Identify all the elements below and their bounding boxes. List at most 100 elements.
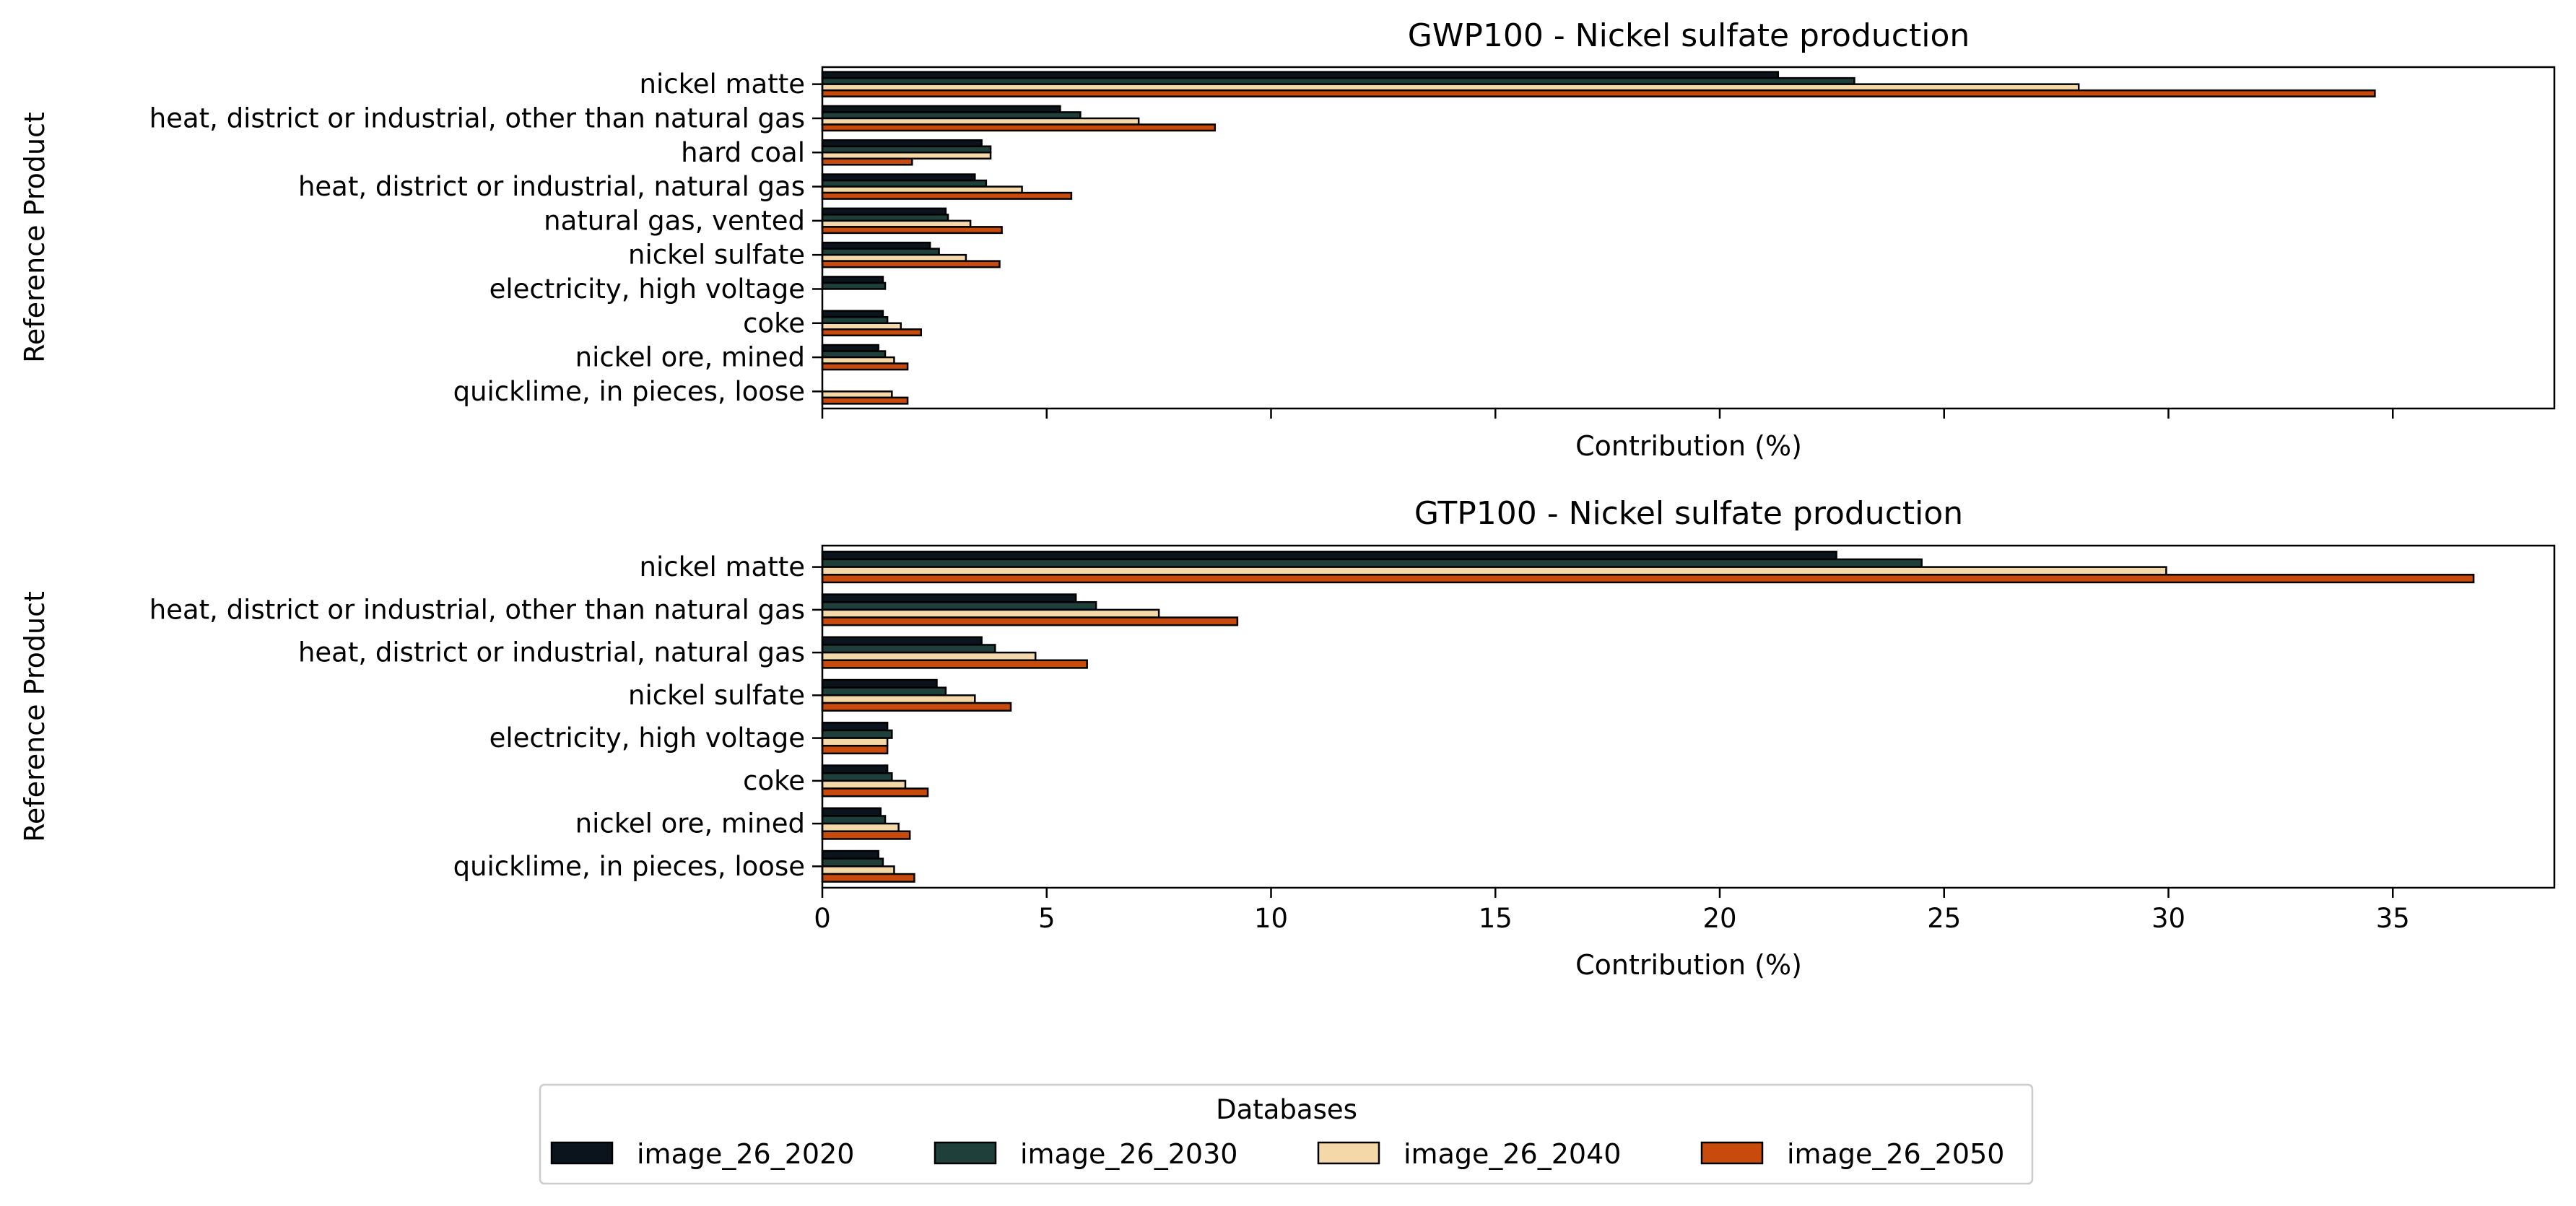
bar-image-26-2050 <box>821 226 1003 235</box>
bar-image-26-2030 <box>821 772 893 782</box>
bar-image-26-2020 <box>821 173 976 182</box>
bar-image-26-2050 <box>821 191 1073 200</box>
y-tick-label: heat, district or industrial, natural ga… <box>298 637 805 668</box>
bar-image-26-2020 <box>821 551 1837 561</box>
y-tick-label: quicklime, in pieces, loose <box>453 376 805 407</box>
gwp100-chart-panel: GWP100 - Nickel sulfate production nicke… <box>19 17 2556 462</box>
bar-image-26-2030 <box>821 558 1923 568</box>
bar-image-26-2030 <box>821 214 949 222</box>
x-axis-label: Contribution (%) <box>1575 949 1802 981</box>
legend-label: image_26_2020 <box>637 1138 854 1170</box>
bar-image-26-2030 <box>821 179 988 188</box>
bar-image-26-2050 <box>821 702 1012 712</box>
bar-image-26-2020 <box>821 849 879 860</box>
bar-image-26-2020 <box>821 71 1780 79</box>
y-tick-label: heat, district or industrial, other than… <box>149 102 805 134</box>
bar-image-26-2040 <box>821 219 972 228</box>
legend-label: image_26_2030 <box>1020 1138 1237 1170</box>
y-tick-label: nickel matte <box>640 69 805 100</box>
bar-image-26-2020 <box>821 344 879 352</box>
bar-image-26-2050 <box>821 362 909 371</box>
bar-image-26-2030 <box>821 644 996 654</box>
x-tick-label: 20 <box>1702 903 1736 934</box>
legend-entries: image_26_2020 image_26_2030 image_26_2040 i… <box>550 1138 2004 1170</box>
y-tick-label: nickel ore, mined <box>575 808 805 839</box>
bar-image-26-2030 <box>821 729 893 739</box>
y-tick-label: heat, district or industrial, other than… <box>149 594 805 625</box>
bar-image-26-2050 <box>821 328 922 337</box>
bar-image-26-2030 <box>821 145 992 154</box>
y-tick-labels: nickel matte heat, district or industrial… <box>149 551 822 882</box>
bar-image-26-2050 <box>821 830 911 840</box>
x-tick-label: 10 <box>1254 903 1288 934</box>
bar-image-26-2030 <box>821 248 940 256</box>
bar-image-26-2040 <box>821 608 1160 619</box>
legend-title: Databases <box>1216 1094 1357 1125</box>
bar-image-26-2020 <box>821 678 938 689</box>
bar-image-26-2050 <box>821 745 889 755</box>
bar-image-26-2040 <box>821 566 2167 576</box>
bar-image-26-2020 <box>821 722 889 732</box>
y-tick-label: nickel sulfate <box>628 680 805 711</box>
bar-image-26-2050 <box>821 396 909 405</box>
bar-group <box>821 551 2475 883</box>
bar-image-26-2030 <box>821 686 947 696</box>
y-tick-label: natural gas, vented <box>544 205 805 236</box>
x-tick-label: 0 <box>814 903 831 934</box>
gtp100-chart-panel: GTP100 - Nickel sulfate production nicke… <box>19 495 2556 981</box>
y-tick-label: coke <box>743 765 805 796</box>
y-tick-label: nickel matte <box>640 551 805 582</box>
y-tick-label: coke <box>743 307 805 338</box>
bar-image-26-2040 <box>821 322 902 331</box>
legend-frame <box>539 1083 2034 1185</box>
bar-image-26-2050 <box>821 157 913 166</box>
legend-label: image_26_2040 <box>1404 1138 1621 1170</box>
chart-title: GWP100 - Nickel sulfate production <box>1408 17 1970 54</box>
bar-image-26-2020 <box>821 139 983 147</box>
legend-swatch-image-26-2040 <box>1317 1141 1380 1165</box>
bar-image-26-2040 <box>821 253 967 262</box>
bar-image-26-2040 <box>821 822 900 833</box>
bar-image-26-2040 <box>821 651 1037 662</box>
bar-image-26-2020 <box>821 593 1077 603</box>
bar-image-26-2050 <box>821 260 1001 268</box>
bar-image-26-2030 <box>821 111 1082 120</box>
plot-frame <box>821 544 2556 889</box>
y-axis-label: Reference Product <box>19 112 51 363</box>
bar-image-26-2020 <box>821 207 947 216</box>
bar-image-26-2040 <box>821 779 907 790</box>
bar-image-26-2040 <box>821 390 893 399</box>
legend: Databases image_26_2020 image_26_2030 imag… <box>539 1083 2034 1185</box>
bar-image-26-2020 <box>821 807 882 817</box>
bar-image-26-2040 <box>821 117 1140 126</box>
y-axis-label: Reference Product <box>19 591 51 842</box>
y-tick-label: hard coal <box>681 137 805 168</box>
x-ticks <box>821 408 2394 419</box>
bar-image-26-2040 <box>821 185 1023 194</box>
bar-image-26-2050 <box>821 616 1239 626</box>
y-tick-label: heat, district or industrial, natural ga… <box>298 171 805 202</box>
bar-image-26-2030 <box>821 857 884 868</box>
x-axis-label: Contribution (%) <box>1575 430 1802 462</box>
legend-swatch-image-26-2020 <box>550 1141 614 1165</box>
bar-image-26-2020 <box>821 241 931 250</box>
bar-image-26-2040 <box>821 83 2080 92</box>
bar-image-26-2040 <box>821 865 895 875</box>
bar-image-26-2030 <box>821 350 887 359</box>
bar-image-26-2020 <box>821 636 983 646</box>
bar-image-26-2020 <box>821 764 889 774</box>
bar-image-26-2040 <box>821 737 889 747</box>
bar-image-26-2050 <box>821 574 2475 584</box>
bar-image-26-2030 <box>821 600 1097 611</box>
y-tick-label: nickel ore, mined <box>575 342 805 373</box>
bar-image-26-2020 <box>821 105 1061 113</box>
legend-swatch-image-26-2030 <box>934 1141 997 1165</box>
y-tick-label: electricity, high voltage <box>489 722 805 753</box>
bar-image-26-2020 <box>821 276 884 284</box>
y-tick-label: nickel sulfate <box>628 240 805 271</box>
bar-image-26-2050 <box>821 659 1088 669</box>
legend-swatch-image-26-2050 <box>1700 1141 1764 1165</box>
bar-image-26-2050 <box>821 123 1217 132</box>
